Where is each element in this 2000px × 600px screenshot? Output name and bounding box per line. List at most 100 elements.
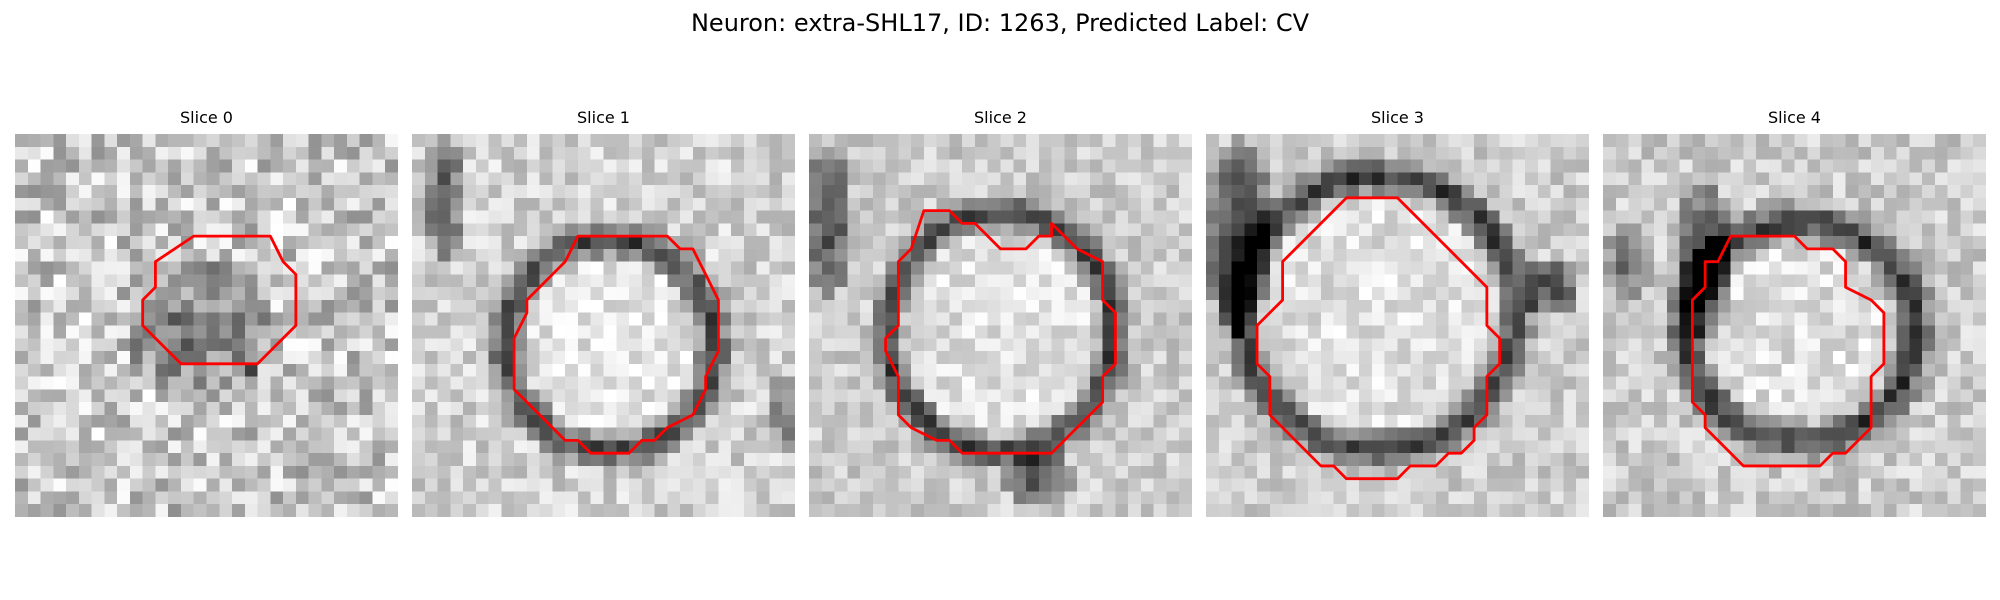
pixel [936,185,950,199]
pixel [1883,478,1897,492]
pixel [1641,351,1655,365]
pixel [1308,440,1322,454]
pixel [1077,491,1091,505]
pixel [1641,261,1655,275]
pixel [1654,197,1668,211]
pixel [847,223,861,237]
pixel [206,363,220,377]
pixel [1781,478,1795,492]
pixel [911,427,925,441]
pixel [1320,134,1334,148]
pixel [1244,389,1258,403]
pixel [911,376,925,390]
pixel [1730,491,1744,505]
pixel [1666,236,1680,250]
pixel [1244,363,1258,377]
pixel [1077,172,1091,186]
pixel [1244,185,1258,199]
pixel [1244,146,1258,160]
pixel [1794,185,1808,199]
pixel [1257,146,1271,160]
pixel [117,159,131,173]
pixel [821,465,835,479]
pixel [1346,312,1360,326]
pixel [1038,402,1052,416]
pixel [1641,402,1655,416]
pixel [1717,287,1731,301]
pixel [1282,363,1296,377]
pixel [756,146,770,160]
pixel [1820,491,1834,505]
pixel [15,223,29,237]
pixel [1064,453,1078,467]
pixel [1064,210,1078,224]
pixel [193,185,207,199]
pixel [1603,338,1617,352]
pixel [782,210,795,224]
pixel [219,491,233,505]
pixel [232,236,246,250]
pixel [1781,440,1795,454]
pixel [53,223,67,237]
pixel [193,134,207,148]
pixel [1883,338,1897,352]
pixel [847,159,861,173]
pixel [117,453,131,467]
pixel [321,312,335,326]
pixel [1628,223,1642,237]
pixel [1295,504,1309,517]
pixel [1115,134,1129,148]
pixel [1218,491,1232,505]
pixel [911,261,925,275]
pixel [1115,351,1129,365]
pixel [1743,172,1757,186]
pixel [821,338,835,352]
pixel [27,453,41,467]
pixel [1308,299,1322,313]
pixel [1320,440,1334,454]
pixel [1102,478,1116,492]
pixel [244,312,258,326]
pixel [821,440,835,454]
pixel [1206,299,1220,313]
pixel [962,210,976,224]
pixel [718,491,732,505]
pixel [1858,414,1872,428]
pixel [308,440,322,454]
pixel [1371,453,1385,467]
pixel [1115,261,1129,275]
pixel [475,465,489,479]
pixel [577,325,591,339]
pixel [1077,389,1091,403]
pixel [66,299,80,313]
pixel [346,376,360,390]
pixel [1845,478,1859,492]
pixel [53,210,67,224]
pixel [1705,159,1719,173]
pixel [1628,236,1642,250]
pixel [1563,261,1577,275]
pixel [412,376,426,390]
pixel [1832,351,1846,365]
pixel [1486,504,1500,517]
pixel [1128,325,1142,339]
pixel [603,159,617,173]
pixel [885,261,899,275]
pixel [834,440,848,454]
pixel [1384,491,1398,505]
pixel [488,376,502,390]
pixel [168,414,182,428]
pixel [1525,312,1539,326]
pixel [321,236,335,250]
pixel [232,427,246,441]
pixel [1423,248,1437,262]
pixel [769,223,783,237]
pixel [1371,465,1385,479]
pixel [743,427,757,441]
pixel [1333,376,1347,390]
pixel [193,402,207,416]
pixel [539,197,553,211]
pixel [1960,134,1974,148]
pixel [1960,402,1974,416]
pixel [1537,134,1551,148]
